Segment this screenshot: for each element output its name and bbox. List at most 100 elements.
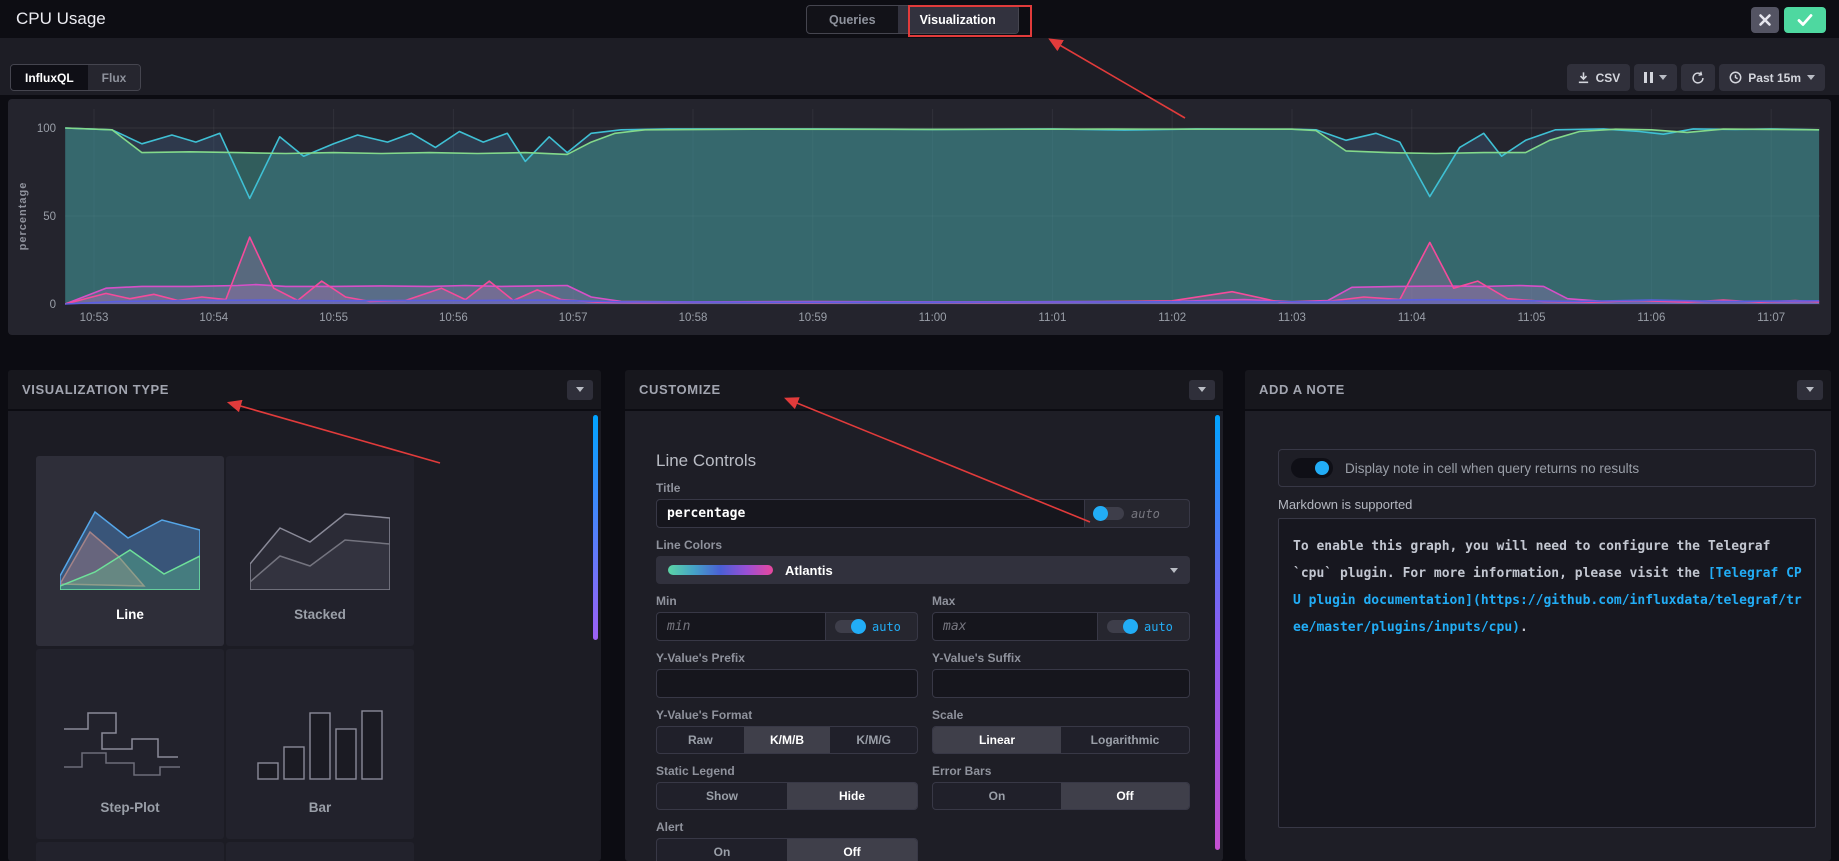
static-legend-label: Static Legend bbox=[656, 764, 735, 778]
pause-refresh-dropdown-button[interactable] bbox=[1634, 64, 1678, 91]
svg-text:10:53: 10:53 bbox=[80, 312, 109, 324]
svg-text:11:01: 11:01 bbox=[1038, 312, 1066, 324]
scrollbar-thumb[interactable] bbox=[593, 415, 598, 640]
y-suffix-input[interactable] bbox=[932, 669, 1190, 698]
alert-radio-group: On Off bbox=[656, 838, 918, 861]
panel-body: Line Controls Title auto Line Colors Atl… bbox=[625, 411, 1223, 861]
add-note-panel: ADD A NOTE Display note in cell when que… bbox=[1245, 370, 1831, 861]
y-format-label: Y-Value's Format bbox=[656, 708, 753, 722]
editor-actions bbox=[1751, 7, 1826, 33]
alert-option-off[interactable]: Off bbox=[787, 839, 917, 861]
chevron-down-icon bbox=[1198, 387, 1206, 392]
color-scale-swatch bbox=[668, 565, 773, 575]
chevron-down-icon bbox=[1806, 387, 1814, 392]
line-chart-thumbnail-icon bbox=[60, 510, 200, 590]
cpu-usage-line-chart[interactable]: 10:53 10:54 10:55 10:56 10:57 10:58 10:59 11:00… bbox=[8, 99, 1831, 335]
scale-radio-group: Linear Logarithmic bbox=[932, 726, 1190, 754]
display-note-toggle[interactable] bbox=[1291, 458, 1333, 478]
collapse-panel-button[interactable] bbox=[1797, 379, 1823, 400]
max-auto-toggle[interactable]: auto bbox=[1098, 612, 1190, 641]
check-icon bbox=[1797, 14, 1813, 26]
svg-text:11:07: 11:07 bbox=[1757, 312, 1785, 324]
scale-option-linear[interactable]: Linear bbox=[933, 727, 1061, 753]
min-field-row: auto bbox=[656, 612, 918, 641]
min-input[interactable] bbox=[656, 612, 826, 641]
alert-option-on[interactable]: On bbox=[713, 845, 731, 859]
legend-option-hide[interactable]: Hide bbox=[787, 783, 917, 809]
format-option-raw[interactable]: Raw bbox=[687, 733, 713, 747]
panel-header: VISUALIZATION TYPE bbox=[8, 370, 601, 411]
panel-body: Line Stacked Step-Plot bbox=[8, 411, 601, 861]
chevron-down-icon bbox=[1807, 75, 1815, 80]
auto-label: auto bbox=[1131, 506, 1160, 521]
influxql-tab[interactable]: InfluxQL bbox=[11, 65, 88, 90]
svg-text:11:04: 11:04 bbox=[1398, 312, 1427, 324]
display-note-label: Display note in cell when query returns … bbox=[1345, 460, 1640, 476]
graph-title-input[interactable] bbox=[656, 499, 1085, 528]
section-title: Line Controls bbox=[656, 451, 757, 470]
refresh-button[interactable] bbox=[1681, 64, 1716, 91]
download-csv-button[interactable]: CSV bbox=[1566, 64, 1631, 91]
scrollbar-thumb[interactable] bbox=[1215, 415, 1220, 850]
auto-label: auto bbox=[1144, 619, 1173, 634]
error-option-off[interactable]: Off bbox=[1061, 783, 1189, 809]
cancel-button[interactable] bbox=[1751, 7, 1779, 33]
viz-type-label: Bar bbox=[308, 800, 332, 815]
svg-text:10:59: 10:59 bbox=[798, 312, 827, 324]
tab-queries[interactable]: Queries bbox=[829, 12, 876, 27]
time-range-dropdown[interactable]: Past 15m bbox=[1719, 64, 1825, 91]
chevron-down-icon bbox=[1659, 75, 1668, 80]
viz-type-card-bar[interactable]: Bar bbox=[226, 649, 414, 839]
query-language-toggle: InfluxQL Flux bbox=[10, 64, 142, 91]
error-option-on[interactable]: On bbox=[988, 789, 1006, 803]
note-text: To enable this graph, you will need to c… bbox=[1293, 539, 1771, 581]
collapse-panel-button[interactable] bbox=[1189, 379, 1215, 400]
scale-option-logarithmic[interactable]: Logarithmic bbox=[1090, 733, 1160, 747]
note-text-end: . bbox=[1519, 620, 1528, 635]
svg-text:percentage: percentage bbox=[17, 182, 29, 251]
viz-type-label: Step-Plot bbox=[100, 800, 160, 815]
toggle-switch[interactable] bbox=[1107, 619, 1138, 634]
toolbar-right-actions: CSV Past 15m bbox=[1566, 64, 1825, 91]
refresh-icon bbox=[1692, 71, 1704, 84]
max-label: Max bbox=[932, 594, 956, 608]
max-input[interactable] bbox=[932, 612, 1098, 641]
alert-label: Alert bbox=[656, 820, 684, 834]
step-plot-thumbnail-icon bbox=[64, 712, 180, 776]
note-editor[interactable]: To enable this graph, you will need to c… bbox=[1278, 518, 1816, 828]
svg-text:11:03: 11:03 bbox=[1278, 312, 1306, 324]
auto-label: auto bbox=[872, 619, 901, 634]
svg-text:100: 100 bbox=[37, 123, 56, 135]
save-button[interactable] bbox=[1784, 7, 1826, 33]
graph-preview-panel[interactable]: 10:53 10:54 10:55 10:56 10:57 10:58 10:59 11:00… bbox=[8, 99, 1831, 335]
display-note-toggle-row[interactable]: Display note in cell when query returns … bbox=[1278, 449, 1816, 487]
stacked-chart-thumbnail-icon bbox=[250, 513, 390, 590]
panel-title: VISUALIZATION TYPE bbox=[22, 382, 170, 397]
panel-title: ADD A NOTE bbox=[1259, 382, 1345, 397]
title-auto-toggle[interactable]: auto bbox=[1085, 499, 1190, 528]
flux-tab[interactable]: Flux bbox=[87, 65, 141, 90]
bar-chart-thumbnail-icon bbox=[257, 710, 383, 780]
format-option-kmb[interactable]: K/M/B bbox=[743, 727, 831, 753]
svg-text:10:57: 10:57 bbox=[559, 312, 588, 324]
viz-type-card-stacked[interactable]: Stacked bbox=[226, 456, 414, 646]
tab-visualization[interactable]: Visualization bbox=[897, 6, 1018, 33]
viz-type-card-partial[interactable] bbox=[226, 842, 414, 861]
viz-type-card-partial[interactable] bbox=[36, 842, 224, 861]
error-bars-label: Error Bars bbox=[932, 764, 992, 778]
collapse-panel-button[interactable] bbox=[567, 379, 593, 400]
toggle-switch[interactable] bbox=[835, 619, 866, 634]
legend-option-show[interactable]: Show bbox=[706, 789, 738, 803]
line-colors-dropdown[interactable]: Atlantis bbox=[656, 556, 1190, 584]
time-range-label: Past 15m bbox=[1748, 70, 1801, 85]
min-auto-toggle[interactable]: auto bbox=[826, 612, 918, 641]
customize-panel: CUSTOMIZE Line Controls Title auto Line … bbox=[625, 370, 1223, 861]
svg-text:10:56: 10:56 bbox=[439, 312, 468, 324]
format-option-kmg[interactable]: K/M/G bbox=[856, 733, 892, 747]
y-prefix-input[interactable] bbox=[656, 669, 918, 698]
viz-type-card-step-plot[interactable]: Step-Plot bbox=[36, 649, 224, 839]
viz-type-label: Line bbox=[116, 607, 144, 622]
csv-label: CSV bbox=[1595, 70, 1621, 85]
viz-type-card-line[interactable]: Line bbox=[36, 456, 224, 646]
toggle-switch[interactable] bbox=[1093, 506, 1124, 521]
